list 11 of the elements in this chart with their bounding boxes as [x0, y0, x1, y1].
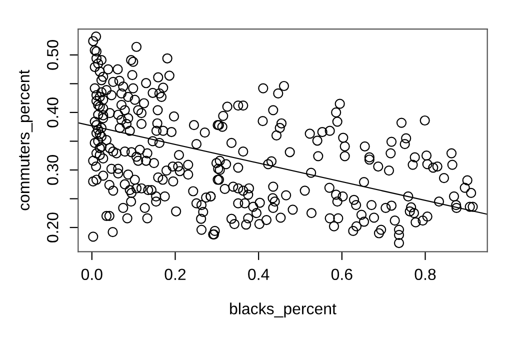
x-tick-label: 0.0	[81, 268, 102, 280]
y-tick-label: 0.30	[47, 155, 58, 185]
x-tick-label: 0.2	[164, 268, 186, 280]
x-tick-label: 0.4	[248, 268, 270, 280]
x-tick-label: 0.6	[331, 268, 352, 280]
y-tick-label: 0.50	[47, 40, 58, 70]
y-axis-title: commuters_percent	[19, 70, 33, 210]
x-tick-label: 0.8	[414, 268, 436, 280]
y-tick-label: 0.20	[47, 212, 58, 242]
y-tick-label: 0.40	[47, 98, 58, 128]
x-axis-title: blacks_percent	[230, 302, 336, 318]
